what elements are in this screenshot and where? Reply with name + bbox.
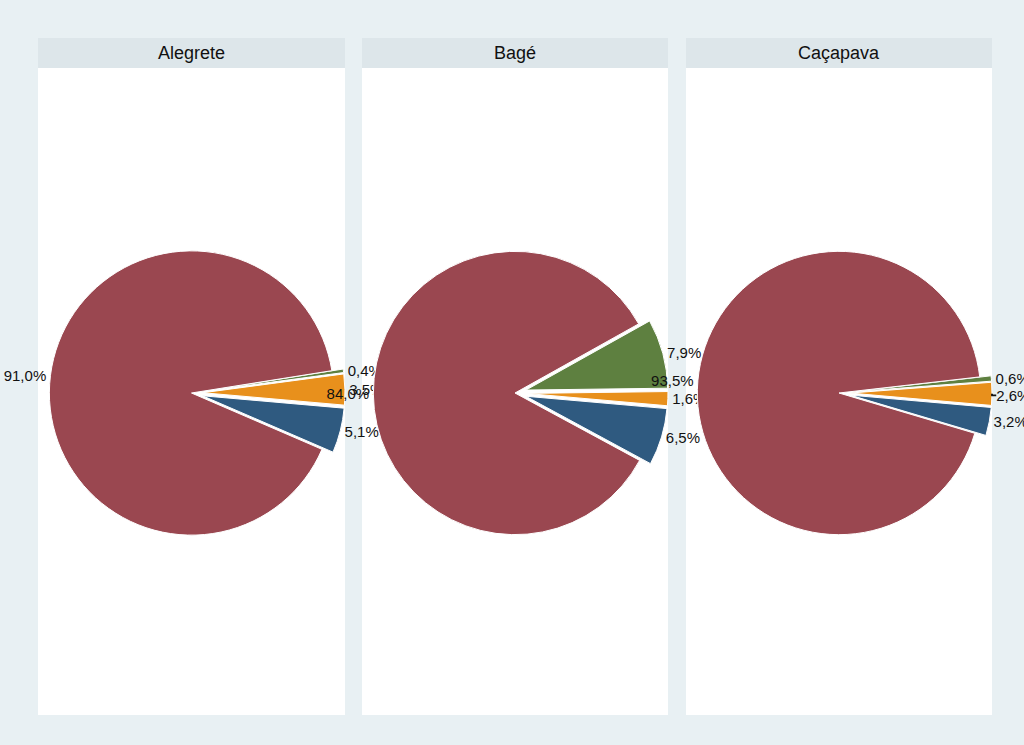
svg-text:93,5%: 93,5% — [651, 372, 694, 389]
svg-text:0,4%: 0,4% — [347, 362, 382, 380]
svg-text:Alegrete: Alegrete — [158, 43, 225, 63]
svg-text:1,6%: 1,6% — [672, 390, 707, 408]
svg-text:Bagé: Bagé — [494, 43, 536, 63]
svg-text:91,0%: 91,0% — [4, 367, 47, 384]
svg-text:0,6%: 0,6% — [996, 370, 1024, 387]
svg-text:5,1%: 5,1% — [345, 423, 379, 440]
svg-text:Caçapava: Caçapava — [798, 43, 880, 63]
svg-text:7,9%: 7,9% — [667, 344, 701, 361]
svg-text:3,2%: 3,2% — [994, 413, 1024, 430]
svg-text:2,6%: 2,6% — [996, 387, 1024, 404]
svg-text:3,5%: 3,5% — [349, 381, 384, 398]
svg-text:84,0%: 84,0% — [327, 385, 370, 402]
svg-text:6,5%: 6,5% — [666, 429, 700, 446]
